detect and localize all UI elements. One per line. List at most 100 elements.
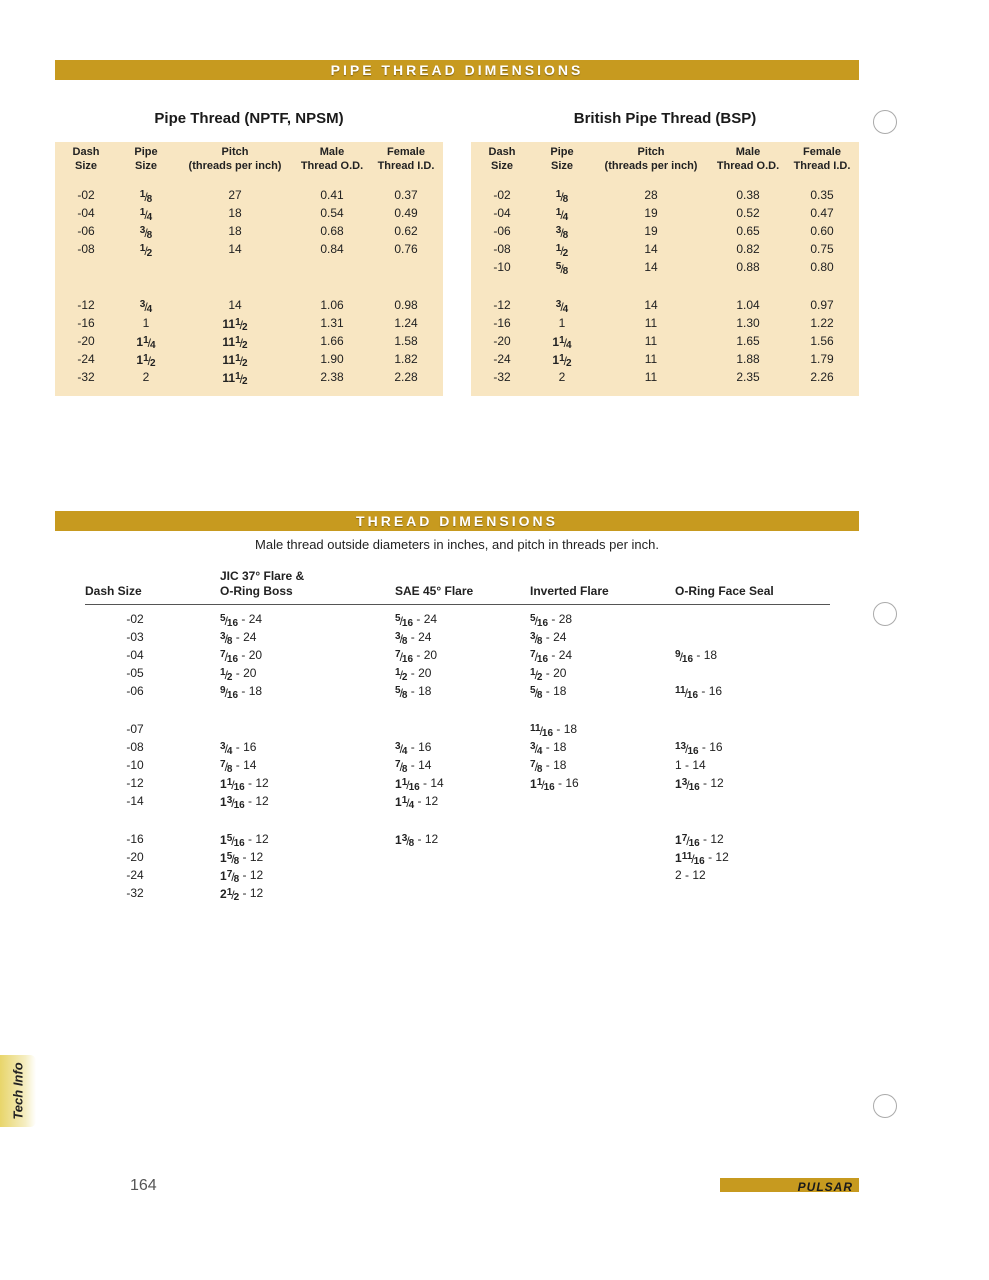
cell-jic: 3/8 - 24 — [220, 628, 380, 647]
cell-dash: -02 — [471, 186, 533, 204]
table-row: -063/8180.680.62 — [55, 222, 443, 240]
cell-jic: 9/16 - 18 — [220, 682, 380, 701]
cell-female: 1.22 — [785, 314, 859, 332]
table-row: -025/16 - 245/16 - 245/16 - 28 — [85, 610, 830, 628]
cell-pipe: 1/2 — [117, 240, 175, 258]
table-row: -021/8270.410.37 — [55, 186, 443, 204]
table-row: -2011/4111.651.56 — [471, 332, 859, 350]
cell-dash: -32 — [55, 368, 117, 386]
cell-sae: 13/8 - 12 — [395, 830, 555, 849]
cell-pitch: 111/2 — [175, 314, 295, 332]
hdr-dash: DashSize — [55, 142, 117, 176]
hdr-male: MaleThread O.D. — [711, 142, 785, 176]
cell-dash: -02 — [105, 610, 165, 628]
table-row: -2411/2111.881.79 — [471, 350, 859, 368]
cell-pitch: 14 — [591, 258, 711, 276]
pipe-table-left-title: Pipe Thread (NPTF, NPSM) — [55, 110, 443, 127]
cell-jic: 17/8 - 12 — [220, 866, 380, 885]
cell-pipe: 1/8 — [117, 186, 175, 204]
table-row: -123/4141.060.98 — [55, 296, 443, 314]
cell-dash: -14 — [105, 792, 165, 810]
table-row: -322111/22.382.28 — [55, 368, 443, 386]
cell-female: 0.75 — [785, 240, 859, 258]
cell-male: 0.41 — [295, 186, 369, 204]
table-row: -041/4180.540.49 — [55, 204, 443, 222]
cell-pitch: 18 — [175, 204, 295, 222]
cell-pitch: 14 — [591, 296, 711, 314]
cell-ofs: 11/16 - 16 — [675, 682, 835, 701]
table-row: -0711/16 - 18 — [85, 720, 830, 738]
cell-female: 0.80 — [785, 258, 859, 276]
cell-jic: 15/8 - 12 — [220, 848, 380, 867]
cell-inv: 7/16 - 24 — [530, 646, 690, 665]
hdr-pipe: PipeSize — [533, 142, 591, 176]
cell-pipe: 3/4 — [533, 296, 591, 314]
cell-pipe: 3/4 — [117, 296, 175, 314]
hdr-female: FemaleThread I.D. — [785, 142, 859, 176]
cell-female: 0.62 — [369, 222, 443, 240]
cell-pitch: 11 — [591, 368, 711, 386]
cell-dash: -07 — [105, 720, 165, 738]
cell-pipe: 3/8 — [533, 222, 591, 240]
cell-pipe: 1 — [533, 314, 591, 332]
punch-hole-icon — [873, 1094, 897, 1118]
cell-ofs: 2 - 12 — [675, 866, 835, 884]
cell-dash: -08 — [105, 738, 165, 756]
table-row: -051/2 - 201/2 - 201/2 - 20 — [85, 664, 830, 682]
table-row: -033/8 - 243/8 - 243/8 - 24 — [85, 628, 830, 646]
pipe-table-left-body: DashSize PipeSize Pitch(threads per inch… — [55, 142, 443, 396]
table-row: -105/8140.880.80 — [471, 258, 859, 276]
cell-dash: -12 — [105, 774, 165, 792]
page-number: 164 — [130, 1177, 157, 1195]
side-tab: Tech Info — [0, 1055, 36, 1127]
cell-male: 0.54 — [295, 204, 369, 222]
cell-dash: -06 — [471, 222, 533, 240]
logo: PULSAR — [798, 1180, 853, 1194]
cell-ofs: 13/16 - 12 — [675, 774, 835, 793]
table-row: -083/4 - 163/4 - 163/4 - 1813/16 - 16 — [85, 738, 830, 756]
cell-female: 1.82 — [369, 350, 443, 368]
table-row: -107/8 - 147/8 - 147/8 - 181 - 14 — [85, 756, 830, 774]
cell-dash: -20 — [55, 332, 117, 350]
cell-male: 2.35 — [711, 368, 785, 386]
table-row: -069/16 - 185/8 - 185/8 - 1811/16 - 16 — [85, 682, 830, 700]
hdr-dash: DashSize — [471, 142, 533, 176]
cell-male: 1.90 — [295, 350, 369, 368]
cell-pipe: 1/4 — [117, 204, 175, 222]
cell-male: 1.88 — [711, 350, 785, 368]
cell-jic: 7/8 - 14 — [220, 756, 380, 775]
pipe-table-right-title: British Pipe Thread (BSP) — [471, 110, 859, 127]
cell-female: 0.98 — [369, 296, 443, 314]
cell-pitch: 28 — [591, 186, 711, 204]
cell-jic: 5/16 - 24 — [220, 610, 380, 629]
table-row: -1211/16 - 1211/16 - 1411/16 - 1613/16 -… — [85, 774, 830, 792]
cell-jic: 21/2 - 12 — [220, 884, 380, 903]
cell-pitch: 111/2 — [175, 368, 295, 386]
pipe-tables-wrap: Pipe Thread (NPTF, NPSM) DashSize PipeSi… — [55, 110, 859, 400]
cell-male: 0.65 — [711, 222, 785, 240]
dim-hdr-jic: JIC 37° Flare &O-Ring Boss — [220, 569, 304, 599]
table-row: -047/16 - 207/16 - 207/16 - 249/16 - 18 — [85, 646, 830, 664]
cell-pitch: 14 — [175, 240, 295, 258]
cell-dash: -20 — [471, 332, 533, 350]
table-row: -081/2140.820.75 — [471, 240, 859, 258]
cell-pipe: 5/8 — [533, 258, 591, 276]
cell-female: 0.47 — [785, 204, 859, 222]
cell-dash: -16 — [105, 830, 165, 848]
table-row: -063/8190.650.60 — [471, 222, 859, 240]
pipe-table-right: British Pipe Thread (BSP) DashSize PipeS… — [471, 110, 859, 400]
cell-male: 0.84 — [295, 240, 369, 258]
side-tab-label: Tech Info — [11, 1062, 26, 1119]
cell-ofs: 17/16 - 12 — [675, 830, 835, 849]
pipe-table-right-body: DashSize PipeSize Pitch(threads per inch… — [471, 142, 859, 396]
cell-dash: -03 — [105, 628, 165, 646]
cell-pitch: 27 — [175, 186, 295, 204]
table-row: -161111/21.311.24 — [55, 314, 443, 332]
cell-dash: -04 — [105, 646, 165, 664]
hdr-pitch: Pitch(threads per inch) — [591, 142, 711, 176]
cell-male: 1.65 — [711, 332, 785, 350]
cell-inv: 3/4 - 18 — [530, 738, 690, 757]
cell-male: 1.31 — [295, 314, 369, 332]
cell-pitch: 18 — [175, 222, 295, 240]
cell-female: 0.97 — [785, 296, 859, 314]
